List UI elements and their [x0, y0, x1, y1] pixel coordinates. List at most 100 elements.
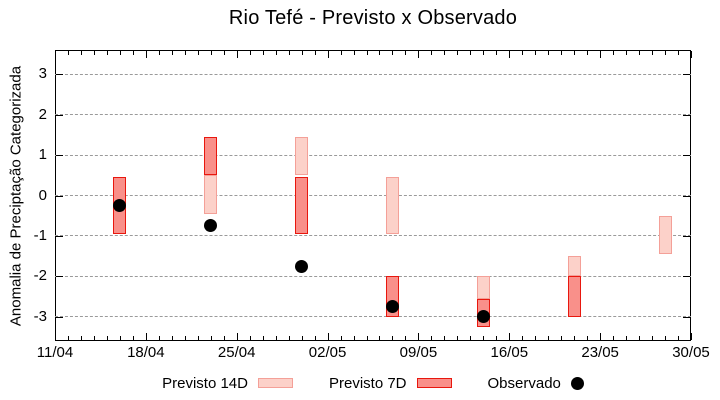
- x-tick-major: [327, 51, 329, 58]
- x-tick-minor: [665, 336, 667, 340]
- range-bar-previsto-14d: [567, 256, 581, 277]
- x-tick-minor: [587, 51, 589, 55]
- x-tick-minor: [574, 51, 576, 55]
- x-tick-minor: [158, 51, 160, 55]
- x-tick-minor: [314, 336, 316, 340]
- y-tick-left: [56, 195, 63, 197]
- y-tick-left: [56, 276, 63, 278]
- y-tick-right: [683, 316, 690, 318]
- y-tick-right: [683, 74, 690, 76]
- x-tick-major: [327, 333, 329, 340]
- gridline: [55, 114, 691, 116]
- x-tick-minor: [197, 336, 199, 340]
- legend-swatch-previsto-14d-icon: [257, 378, 293, 388]
- legend-swatch-previsto-7d-icon: [416, 378, 452, 388]
- legend-label-previsto-14d: Previsto 14D: [162, 374, 248, 392]
- x-tick-minor: [132, 51, 134, 55]
- gridline: [55, 235, 691, 237]
- x-tick-minor: [119, 51, 121, 55]
- gridline: [55, 195, 691, 196]
- x-tick-minor: [288, 336, 290, 340]
- x-tick-minor: [80, 336, 82, 340]
- x-tick-major: [600, 51, 602, 58]
- x-tick-minor: [613, 51, 615, 55]
- x-tick-minor: [639, 336, 641, 340]
- y-tick-right: [683, 155, 690, 157]
- x-tick-minor: [119, 336, 121, 340]
- y-tick-label: 0: [38, 186, 47, 204]
- x-tick-minor: [574, 336, 576, 340]
- x-tick-minor: [301, 336, 303, 340]
- x-tick-major: [418, 333, 420, 340]
- x-tick-minor: [379, 51, 381, 55]
- gridline: [55, 316, 691, 318]
- y-tick-label: -3: [33, 307, 47, 325]
- gridline: [55, 154, 691, 156]
- legend-item-observado: Observado: [488, 375, 584, 392]
- y-tick-left: [56, 155, 63, 157]
- x-tick-minor: [587, 336, 589, 340]
- x-tick-minor: [561, 51, 563, 55]
- x-tick-minor: [210, 51, 212, 55]
- x-tick-major: [236, 333, 238, 340]
- x-tick-minor: [106, 336, 108, 340]
- y-tick-label: 3: [38, 65, 47, 83]
- x-tick-minor: [184, 336, 186, 340]
- x-tick-minor: [67, 336, 69, 340]
- chart-title: Rio Tefé - Previsto x Observado: [228, 7, 518, 29]
- x-tick-minor: [249, 51, 251, 55]
- x-tick-minor: [665, 51, 667, 55]
- x-tick-minor: [522, 336, 524, 340]
- x-tick-minor: [223, 51, 225, 55]
- legend-label-previsto-7d: Previsto 7D: [328, 374, 407, 392]
- x-tick-minor: [106, 51, 108, 55]
- x-tick-minor: [626, 51, 628, 55]
- x-tick-minor: [301, 51, 303, 55]
- range-bar-previsto-14d: [295, 136, 309, 176]
- range-bar-previsto-7d: [295, 177, 309, 234]
- x-tick-minor: [496, 336, 498, 340]
- x-tick-label: 09/05: [399, 344, 438, 361]
- observado-dot: [113, 199, 127, 213]
- x-tick-major: [145, 333, 147, 340]
- x-tick-major: [691, 51, 692, 58]
- x-tick-minor: [392, 336, 394, 340]
- x-tick-major: [145, 51, 147, 58]
- x-tick-minor: [366, 336, 368, 340]
- x-tick-minor: [483, 51, 485, 55]
- x-tick-minor: [470, 51, 472, 55]
- observado-dot: [385, 300, 399, 314]
- x-tick-minor: [613, 336, 615, 340]
- x-tick-minor: [80, 51, 82, 55]
- range-bar-previsto-14d: [385, 177, 399, 234]
- x-tick-minor: [561, 336, 563, 340]
- range-bar-previsto-14d: [204, 175, 218, 214]
- x-tick-minor: [158, 336, 160, 340]
- x-tick-minor: [470, 336, 472, 340]
- x-tick-minor: [431, 336, 433, 340]
- x-tick-label: 18/04: [127, 344, 165, 361]
- x-tick-major: [55, 51, 56, 58]
- range-bar-previsto-14d: [658, 215, 672, 255]
- x-tick-minor: [405, 51, 407, 55]
- y-tick-left: [56, 114, 63, 116]
- y-tick-left: [56, 74, 63, 76]
- x-tick-minor: [444, 336, 446, 340]
- x-tick-minor: [379, 336, 381, 340]
- x-tick-minor: [210, 336, 212, 340]
- x-tick-label: 02/05: [308, 344, 347, 361]
- x-tick-label: 30/05: [672, 344, 710, 361]
- x-tick-major: [600, 333, 602, 340]
- x-tick-label: 25/04: [217, 344, 256, 361]
- y-tick-right: [683, 276, 690, 278]
- x-tick-minor: [535, 51, 537, 55]
- legend: Previsto 14D Previsto 7D Observado: [55, 372, 691, 394]
- x-tick-minor: [678, 51, 680, 55]
- x-tick-minor: [483, 336, 485, 340]
- legend-item-previsto-14d: Previsto 14D: [162, 375, 293, 392]
- y-tick-left: [56, 235, 63, 237]
- x-tick-minor: [496, 51, 498, 55]
- x-tick-minor: [639, 51, 641, 55]
- x-tick-minor: [171, 336, 173, 340]
- x-tick-minor: [275, 51, 277, 55]
